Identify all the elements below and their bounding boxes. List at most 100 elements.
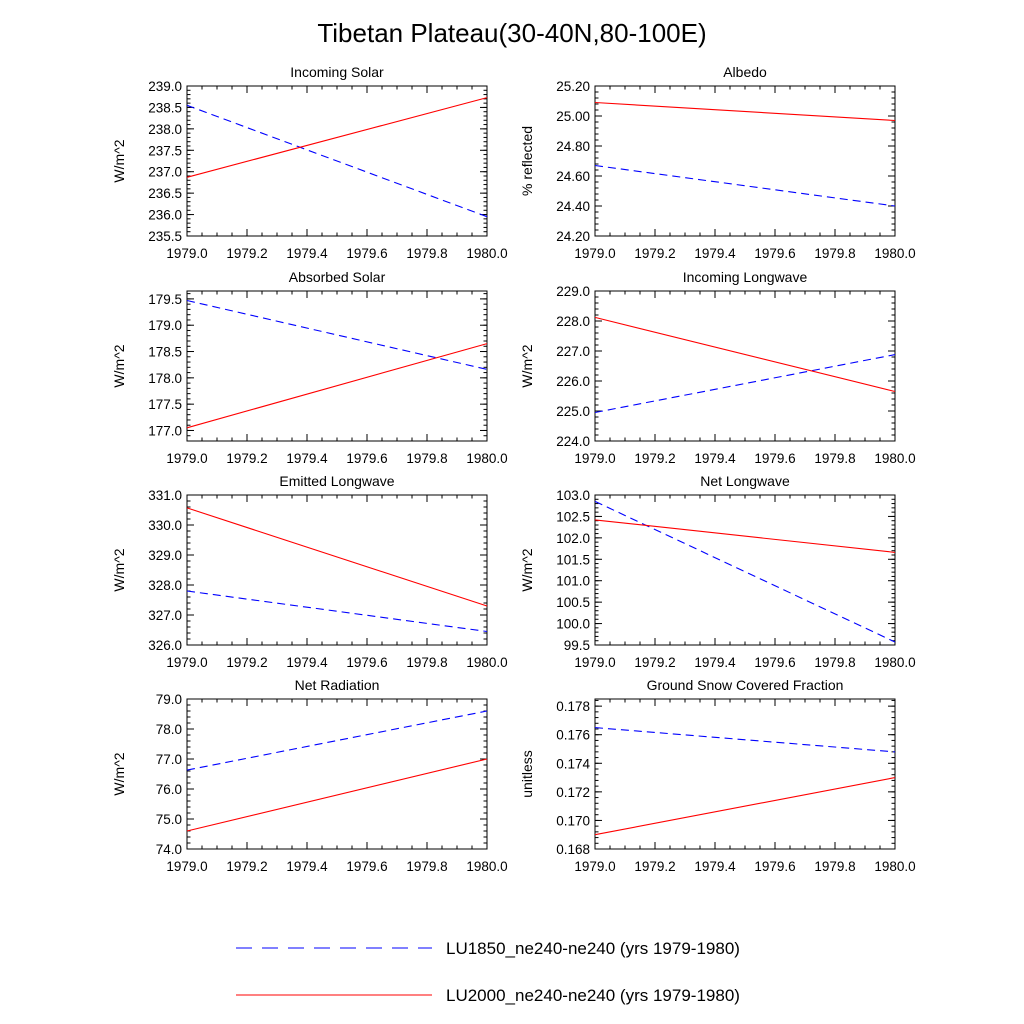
x-tick-label: 1979.6 [754, 246, 795, 261]
x-tick-label: 1979.6 [346, 655, 387, 670]
y-tick-label: 103.0 [556, 488, 590, 503]
x-tick-label: 1979.8 [406, 246, 447, 261]
series-line-lu2000 [186, 507, 488, 607]
x-tick-label: 1980.0 [874, 859, 915, 874]
y-tick-label: 102.5 [556, 509, 590, 524]
series-line-lu2000 [186, 97, 488, 178]
y-tick-label: 25.20 [556, 79, 590, 94]
series-line-lu2000 [186, 758, 488, 832]
panel-title: Absorbed Solar [289, 269, 386, 285]
y-tick-label: 239.0 [148, 79, 182, 94]
y-tick-label: 0.168 [556, 842, 590, 857]
series-line-lu2000 [594, 777, 896, 836]
legend: LU1850_ne240-ne240 (yrs 1979-1980) LU2000… [236, 939, 740, 1005]
panel-8: Ground Snow Covered Fraction 1979.0 1979.2… [519, 677, 916, 874]
y-tick-label: 236.0 [148, 208, 182, 223]
panel-3: Absorbed Solar 1979.0 1979.2 1979.4 1979.6 19… [111, 269, 508, 466]
y-tick-label: 228.0 [556, 314, 590, 329]
y-tick-label: 0.170 [556, 813, 590, 828]
y-axis-label: W/m^2 [111, 548, 127, 591]
series-line-lu2000 [594, 316, 896, 393]
y-axis-label: W/m^2 [519, 548, 535, 591]
x-tick-label: 1979.2 [634, 246, 675, 261]
panel-6: Net Longwave 1979.0 1979.2 1979.4 1979.6 1979… [519, 473, 916, 670]
y-tick-label: 179.0 [148, 318, 182, 333]
x-tick-label: 1980.0 [466, 859, 507, 874]
panel-title: Net Longwave [700, 473, 790, 489]
x-tick-label: 1980.0 [466, 655, 507, 670]
x-tick-label: 1979.8 [814, 655, 855, 670]
x-tick-label: 1979.6 [754, 859, 795, 874]
y-axis-label: W/m^2 [111, 344, 127, 387]
x-tick-label: 1979.2 [634, 451, 675, 466]
x-tick-label: 1979.4 [286, 859, 328, 874]
x-tick-label: 1980.0 [874, 246, 915, 261]
x-tick-label: 1979.2 [226, 246, 267, 261]
x-tick-label: 1979.6 [754, 451, 795, 466]
y-tick-label: 74.0 [156, 842, 182, 857]
y-tick-label: 101.5 [556, 552, 590, 567]
y-tick-label: 329.0 [148, 548, 182, 563]
series-line-lu1850 [186, 710, 488, 771]
x-tick-label: 1979.4 [286, 246, 328, 261]
y-axis-label: unitless [519, 750, 535, 797]
y-tick-label: 78.0 [156, 722, 182, 737]
x-tick-label: 1979.2 [634, 859, 675, 874]
x-tick-label: 1979.0 [574, 246, 615, 261]
y-tick-label: 177.5 [148, 397, 182, 412]
plot-frame [594, 290, 896, 442]
plot-frame [594, 494, 896, 646]
y-tick-label: 178.0 [148, 371, 182, 386]
y-tick-label: 177.0 [148, 423, 182, 438]
x-tick-label: 1979.8 [406, 859, 447, 874]
x-tick-label: 1980.0 [466, 451, 507, 466]
x-tick-label: 1979.2 [226, 859, 267, 874]
series-line-lu1850 [186, 590, 488, 633]
x-tick-label: 1979.4 [694, 451, 736, 466]
x-tick-label: 1979.0 [166, 451, 207, 466]
y-axis-label: W/m^2 [111, 752, 127, 795]
y-tick-label: 178.5 [148, 345, 182, 360]
series-line-lu1850 [594, 500, 896, 643]
panel-5: Emitted Longwave 1979.0 1979.2 1979.4 1979.6… [111, 473, 508, 670]
x-tick-label: 1979.0 [574, 655, 615, 670]
series-line-lu2000 [594, 101, 896, 122]
y-tick-label: 236.5 [148, 186, 182, 201]
y-tick-label: 327.0 [148, 608, 182, 623]
series-line-lu1850 [594, 727, 896, 753]
y-axis-label: % reflected [519, 126, 535, 196]
y-tick-label: 179.5 [148, 292, 182, 307]
y-tick-label: 326.0 [148, 638, 182, 653]
panels-group: Incoming Solar 1979.0 1979.2 1979.4 1979.6 19… [111, 64, 916, 874]
plot-frame [186, 698, 488, 850]
y-tick-label: 24.80 [556, 139, 590, 154]
y-tick-label: 75.0 [156, 812, 182, 827]
x-tick-label: 1979.8 [814, 451, 855, 466]
x-tick-label: 1979.4 [694, 859, 736, 874]
panel-title: Ground Snow Covered Fraction [647, 677, 844, 693]
legend-label: LU2000_ne240-ne240 (yrs 1979-1980) [446, 986, 740, 1005]
x-tick-label: 1979.2 [226, 655, 267, 670]
y-tick-label: 101.0 [556, 574, 590, 589]
x-tick-label: 1979.8 [406, 451, 447, 466]
x-tick-label: 1979.8 [814, 859, 855, 874]
x-tick-label: 1979.0 [166, 655, 207, 670]
x-tick-label: 1979.0 [574, 451, 615, 466]
x-tick-label: 1979.2 [226, 451, 267, 466]
x-tick-label: 1979.6 [346, 451, 387, 466]
y-tick-label: 24.40 [556, 199, 590, 214]
x-tick-label: 1979.0 [574, 859, 615, 874]
y-tick-label: 99.5 [564, 638, 590, 653]
y-tick-label: 229.0 [556, 284, 590, 299]
x-tick-label: 1979.4 [286, 451, 328, 466]
panel-4: Incoming Longwave 1979.0 1979.2 1979.4 1979.… [519, 269, 916, 466]
panel-7: Net Radiation 1979.0 1979.2 1979.4 1979.6 197… [111, 677, 508, 874]
y-tick-label: 100.5 [556, 595, 590, 610]
y-tick-label: 79.0 [156, 692, 182, 707]
y-tick-label: 76.0 [156, 782, 182, 797]
x-tick-label: 1979.0 [166, 859, 207, 874]
plot-frame [186, 494, 488, 646]
series-line-lu1850 [186, 299, 488, 370]
legend-label: LU1850_ne240-ne240 (yrs 1979-1980) [446, 939, 740, 958]
